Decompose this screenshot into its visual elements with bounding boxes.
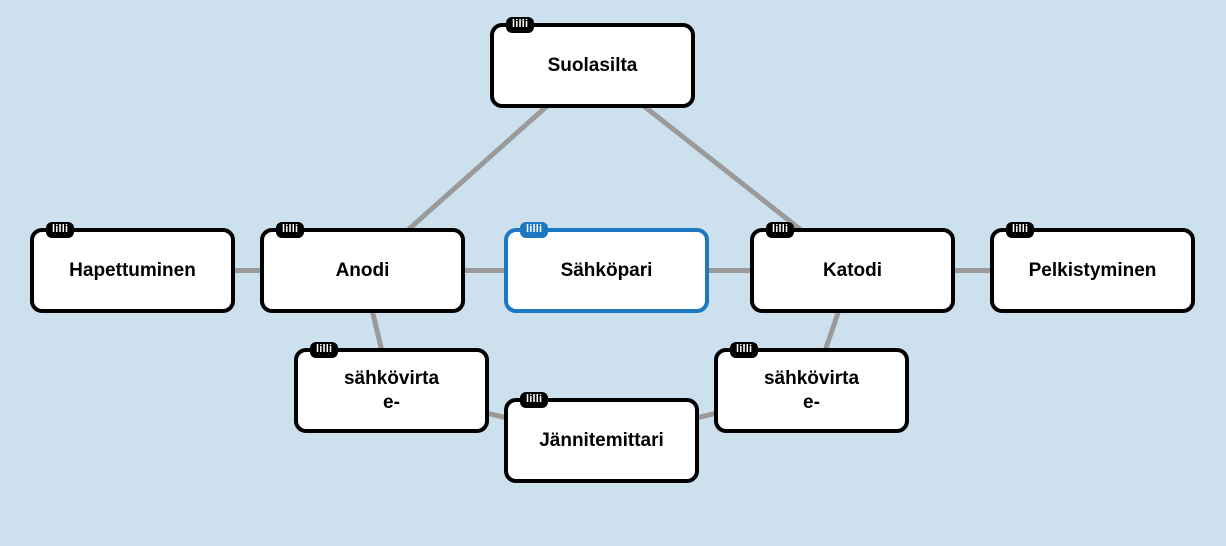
- node-jannitemittari[interactable]: Jännitemittarililli: [504, 398, 699, 483]
- author-tag: lilli: [46, 222, 74, 238]
- node-katodi[interactable]: Katodililli: [750, 228, 955, 313]
- node-sv1[interactable]: sähkövirta e-lilli: [294, 348, 489, 433]
- node-label: sähkövirta e-: [344, 367, 439, 415]
- author-tag: lilli: [520, 392, 548, 408]
- node-label: Hapettuminen: [69, 259, 196, 283]
- node-label: sähkövirta e-: [764, 367, 859, 415]
- node-sahkopari[interactable]: Sähköparililli: [504, 228, 709, 313]
- node-label: Suolasilta: [548, 54, 638, 78]
- author-tag: lilli: [1006, 222, 1034, 238]
- diagram-canvas: SuolasiltalilliHapettuminenlilliAnodilil…: [0, 0, 1226, 546]
- author-tag: lilli: [766, 222, 794, 238]
- node-label: Katodi: [823, 259, 882, 283]
- node-sv2[interactable]: sähkövirta e-lilli: [714, 348, 909, 433]
- node-label: Jännitemittari: [539, 429, 664, 453]
- author-tag: lilli: [276, 222, 304, 238]
- node-suolasilta[interactable]: Suolasiltalilli: [490, 23, 695, 108]
- author-tag: lilli: [506, 17, 534, 33]
- node-label: Sähköpari: [561, 259, 653, 283]
- node-pelkistyminen[interactable]: Pelkistyminenlilli: [990, 228, 1195, 313]
- node-label: Pelkistyminen: [1029, 259, 1157, 283]
- node-hapettuminen[interactable]: Hapettuminenlilli: [30, 228, 235, 313]
- author-tag: lilli: [730, 342, 758, 358]
- node-label: Anodi: [336, 259, 390, 283]
- node-anodi[interactable]: Anodililli: [260, 228, 465, 313]
- author-tag: lilli: [520, 222, 548, 238]
- author-tag: lilli: [310, 342, 338, 358]
